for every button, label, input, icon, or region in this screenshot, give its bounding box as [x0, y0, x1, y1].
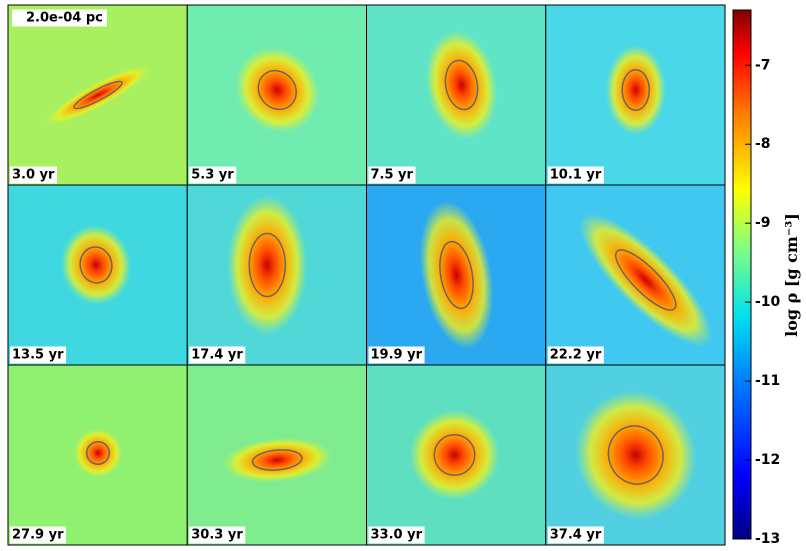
panel: 37.4 yr: [545, 364, 726, 546]
scale-label: 2.0e-04 pc: [26, 11, 103, 26]
label-box: [547, 346, 604, 364]
density-blob: [44, 64, 152, 126]
panel: 30.3 yr: [186, 364, 367, 546]
colorbar-tick-label: -8: [755, 136, 771, 152]
density-blob: [425, 30, 498, 140]
panel: 13.5 yr: [7, 184, 188, 366]
panel-label: 5.3 yr: [191, 168, 234, 183]
panel-label: 33.0 yr: [371, 528, 423, 543]
panel-label: 19.9 yr: [371, 348, 423, 363]
panel-label: 22.2 yr: [550, 348, 602, 363]
label-box: [368, 526, 425, 544]
density-blob: [409, 410, 500, 500]
label-box: [10, 166, 58, 184]
label-box: [10, 346, 67, 364]
panel-label: 30.3 yr: [191, 528, 243, 543]
colorbar-tick-label: -11: [755, 373, 780, 389]
panel-label: 27.9 yr: [12, 528, 64, 543]
label-box: [12, 9, 107, 27]
density-blob: [605, 45, 666, 135]
label-box: [189, 526, 246, 544]
density-blob: [60, 225, 132, 305]
panels: 3.0 yr 5.3 yr 7.5 yr 10.1 yr 13.5 yr 17.4 yr 1…: [7, 4, 726, 546]
panel-label: 3.0 yr: [12, 168, 55, 183]
colorbar-tick-label: -9: [755, 215, 771, 231]
density-blob: [579, 213, 713, 347]
colorbar-tick-label: -7: [755, 57, 771, 73]
label-box: [368, 346, 425, 364]
contour: [439, 240, 474, 310]
colorbar: [732, 9, 752, 540]
density-blob: [73, 428, 123, 478]
panel: 10.1 yr: [545, 4, 726, 186]
contour: [607, 425, 664, 485]
panel: 7.5 yr: [366, 4, 547, 186]
panel: 27.9 yr: [7, 364, 188, 546]
panel-label: 17.4 yr: [191, 348, 243, 363]
panel: 22.2 yr: [545, 184, 726, 366]
label-box: [189, 166, 237, 184]
contour: [86, 441, 110, 465]
density-blob: [235, 46, 320, 134]
contour: [79, 246, 113, 284]
label-box: [189, 346, 246, 364]
contour: [248, 232, 286, 298]
label-box: [368, 166, 416, 184]
panel: 17.4 yr: [186, 184, 367, 366]
label-box: [547, 166, 604, 184]
label-box: [10, 526, 67, 544]
panel-label: 10.1 yr: [550, 168, 602, 183]
colorbar-tick-label: -10: [755, 294, 781, 310]
panel: 3.0 yr: [7, 4, 188, 186]
density-blob: [222, 437, 333, 483]
contour: [433, 434, 476, 476]
density-blob: [419, 200, 494, 350]
contour: [251, 449, 303, 471]
contour: [621, 69, 650, 111]
panel: 19.9 yr: [366, 184, 547, 366]
contour: [444, 59, 479, 111]
label-box: [547, 526, 604, 544]
panel: 33.0 yr: [366, 364, 547, 546]
density-blob: [575, 390, 697, 520]
density-blob: [227, 195, 308, 335]
panel-label: 7.5 yr: [371, 168, 414, 183]
panel-label: 13.5 yr: [12, 348, 64, 363]
contour: [257, 69, 297, 111]
panel-label: 37.4 yr: [550, 528, 602, 543]
panel: 5.3 yr: [186, 4, 367, 186]
colorbar-label: log ρ [g cm⁻³]: [782, 213, 801, 337]
contour: [73, 80, 123, 110]
colorbar-tick-label: -13: [755, 531, 780, 547]
contour: [615, 249, 677, 311]
colorbar-tick-label: -12: [755, 452, 780, 468]
